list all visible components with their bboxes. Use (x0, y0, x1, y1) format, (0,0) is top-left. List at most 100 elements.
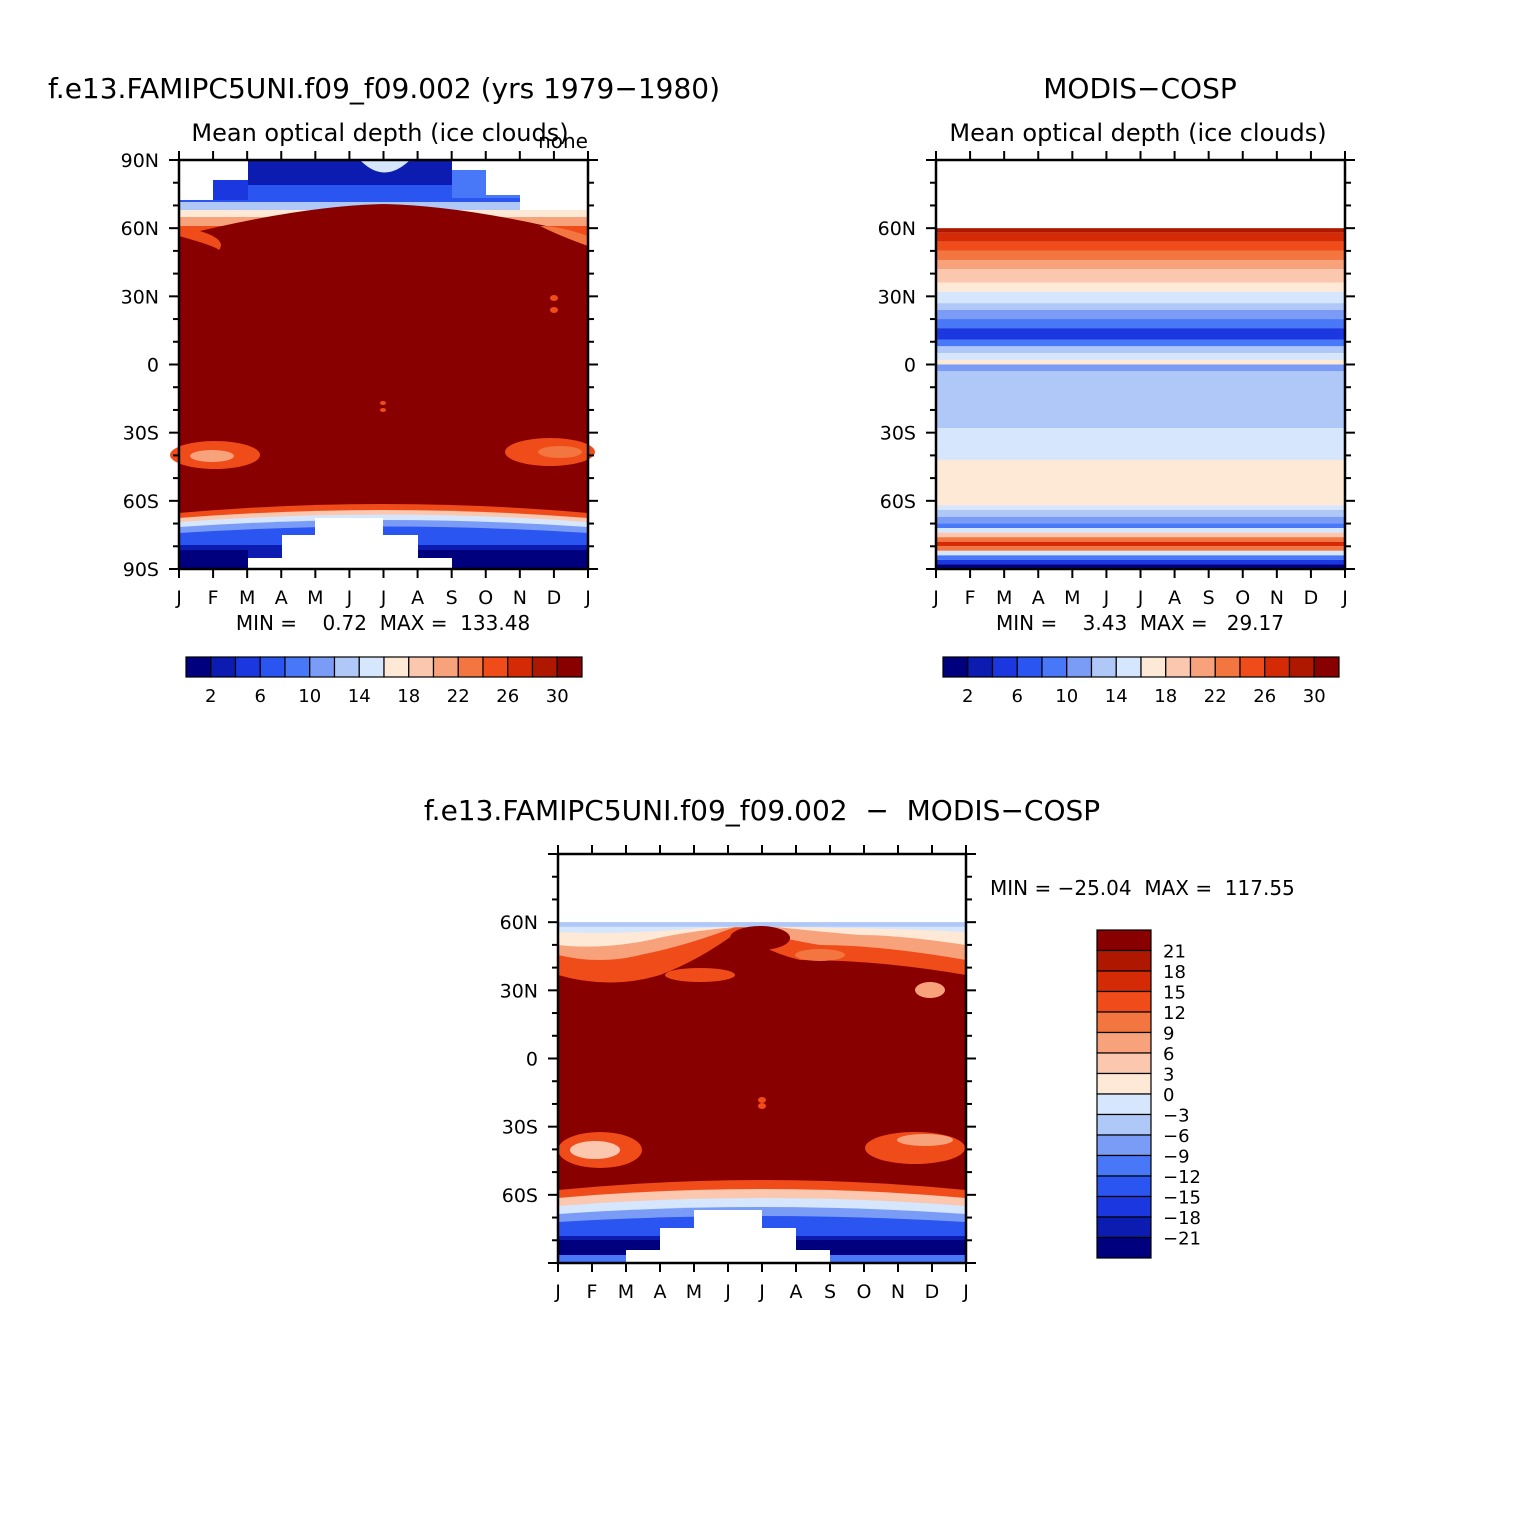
contour-band (936, 550, 1345, 556)
x-tick-label: F (965, 587, 976, 609)
colorbar-cell (1096, 1031, 1152, 1054)
x-tick-label: F (587, 1281, 598, 1303)
colorbar-label: −12 (1163, 1167, 1201, 1188)
contour-band (796, 1240, 966, 1255)
colorbar-cell (1140, 656, 1167, 678)
colorbar-cell (531, 656, 558, 678)
x-tick-label: A (1032, 587, 1045, 609)
contour-band (936, 537, 1345, 542)
colorbar-cell (383, 656, 410, 678)
y-tick-label: 90S (123, 559, 159, 581)
contour-band (936, 516, 1345, 524)
contour-blob (730, 926, 790, 950)
colorbar-cell (234, 656, 261, 678)
y-tick-label: 90N (121, 150, 159, 172)
colorbar-cell (1096, 1134, 1152, 1157)
panel-model-colorbar: 2 6 10 14 18 22 26 30 (185, 656, 583, 707)
colorbar-cell (1288, 656, 1315, 678)
contour-band (936, 328, 1345, 340)
contour-band (936, 532, 1345, 538)
y-tick-label: 0 (147, 355, 159, 377)
colorbar-cell (1096, 1011, 1152, 1034)
colorbar-cell (309, 656, 336, 678)
colorbar-label: 22 (447, 686, 470, 707)
panel-obs-subtitle: Mean optical depth (ice clouds) (949, 119, 1326, 147)
colorbar-label: 14 (1105, 686, 1128, 707)
contour-band (179, 226, 221, 250)
contour-blob (897, 1134, 953, 1146)
x-tick-label: N (891, 1281, 905, 1303)
panel-obs: MODIS−COSP Mean optical depth (ice cloud… (878, 72, 1355, 707)
contour-band (936, 353, 1345, 360)
colorbar-cell (185, 656, 212, 678)
contour-band (452, 160, 486, 170)
y-tick-label: 60N (878, 218, 916, 240)
contour-band (179, 160, 213, 200)
colorbar-label: 18 (397, 686, 420, 707)
colorbar-label: −3 (1163, 1106, 1190, 1127)
colorbar-label: 30 (1303, 686, 1326, 707)
x-tick-label: J (962, 1281, 969, 1303)
y-tick-label: 30N (500, 980, 538, 1002)
colorbar-cell (1313, 656, 1340, 678)
colorbar-label: −6 (1163, 1126, 1190, 1147)
colorbar-cell (942, 656, 969, 678)
colorbar-cell (1096, 1216, 1152, 1239)
y-tick-label: 0 (526, 1049, 538, 1071)
contour-band (936, 541, 1345, 547)
contour-band (936, 291, 1345, 304)
x-tick-label: J (724, 1281, 731, 1303)
x-tick-label: S (1203, 587, 1215, 609)
panel-diff-title: f.e13.FAMIPC5UNI.f09_f09.002 − MODIS−COS… (424, 794, 1100, 827)
contour-band (936, 319, 1345, 329)
colorbar-label: 26 (1253, 686, 1276, 707)
x-tick-label: J (554, 1281, 561, 1303)
x-tick-label: D (547, 587, 562, 609)
contour-band (936, 259, 1345, 270)
y-tick-label: 30S (502, 1117, 538, 1139)
colorbar-label: −21 (1163, 1229, 1201, 1250)
panel-model-subtitle: Mean optical depth (ice clouds) (191, 119, 568, 147)
x-tick-label: S (446, 587, 458, 609)
contour-blob (550, 307, 558, 313)
colorbar-cell (1239, 656, 1266, 678)
contour-blob (758, 1103, 766, 1109)
colorbar-label: 0 (1163, 1085, 1174, 1106)
x-tick-label: M (307, 587, 323, 609)
panel-model: f.e13.FAMIPC5UNI.f09_f09.002 (yrs 1979−1… (48, 72, 720, 707)
contour-blob (915, 982, 945, 998)
colorbar-cell (432, 656, 459, 678)
colorbar-cell (1096, 1113, 1152, 1136)
colorbar-label: 15 (1163, 983, 1186, 1004)
x-tick-label: N (1270, 587, 1284, 609)
contour-blob (570, 1141, 620, 1159)
panel-model-title: f.e13.FAMIPC5UNI.f09_f09.002 (yrs 1979−1… (48, 72, 720, 105)
colorbar-cell (259, 656, 286, 678)
x-tick-label: J (1103, 587, 1110, 609)
colorbar-label: 12 (1163, 1003, 1186, 1024)
panel-obs-colorbar: 2 6 10 14 18 22 26 30 (942, 656, 1340, 707)
contour-band (179, 204, 588, 260)
contour-band (936, 269, 1345, 283)
x-tick-label: J (584, 587, 591, 609)
colorbar-label: 30 (546, 686, 569, 707)
contour-band (936, 505, 1345, 510)
x-tick-label: O (857, 1281, 872, 1303)
contour-blob (550, 295, 558, 301)
y-tick-label: 60S (880, 491, 916, 513)
contour-band (936, 371, 1345, 429)
colorbar-cell (408, 656, 435, 678)
panel-model-stats: MIN = 0.72 MAX = 133.48 (236, 611, 530, 635)
contour-band (936, 564, 1345, 569)
colorbar-label: −9 (1163, 1147, 1190, 1168)
panel-obs-stats: MIN = 3.43 MAX = 29.17 (996, 611, 1284, 635)
x-tick-label: D (1304, 587, 1319, 609)
contour-blob (380, 401, 386, 405)
colorbar-cell (482, 656, 509, 678)
colorbar-label: 2 (962, 686, 973, 707)
colorbar-label: 22 (1204, 686, 1227, 707)
x-tick-label: A (1168, 587, 1181, 609)
colorbar-cell (991, 656, 1018, 678)
